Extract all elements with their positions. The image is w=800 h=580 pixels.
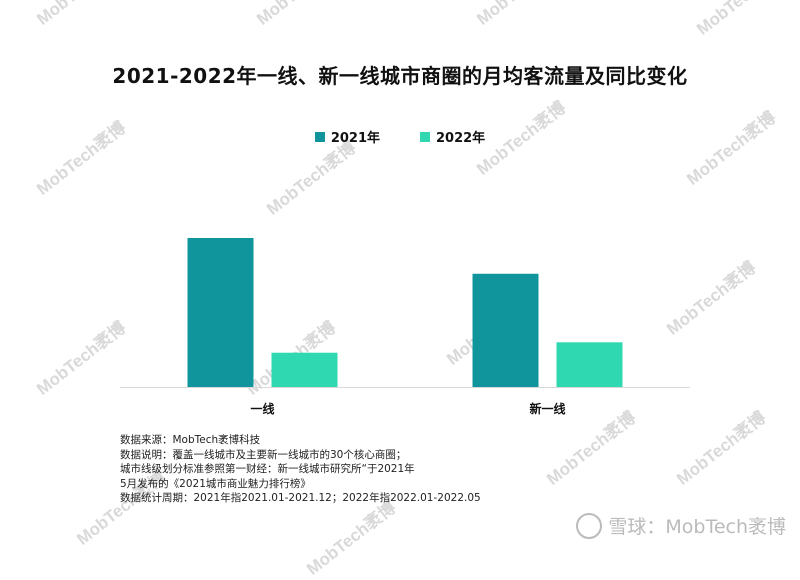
- source-notes: 数据来源：MobTech袤博科技 数据说明：覆盖一线城市及主要新一线城市的30个…: [120, 433, 481, 506]
- note-line: 数据来源：MobTech袤博科技: [120, 434, 261, 446]
- note-line: 数据说明：覆盖一线城市及主要新一线城市的30个核心商圈；: [120, 448, 407, 461]
- bar-1-1: [556, 342, 623, 387]
- legend-item-2022: 2022年: [420, 127, 485, 146]
- chart-title: 2021-2022年一线、新一线城市商圈的月均客流量及同比变化: [112, 64, 688, 88]
- legend-item-2021: 2021年: [314, 127, 380, 146]
- snowball-logo-icon: [576, 512, 603, 539]
- x-tick-label: 新一线: [529, 401, 565, 416]
- bar-0-0: [187, 238, 254, 387]
- legend-label-2022: 2022年: [436, 131, 486, 146]
- legend-swatch-2022: [420, 131, 430, 142]
- note-line: 城市线级划分标准参照第一财经：新一线城市研究所“于2021年: [120, 463, 415, 475]
- footer-brand: 雪球：MobTech袤博: [576, 512, 786, 539]
- bar-0-1: [271, 352, 338, 387]
- note-line: 数据统计周期：2021年指2021.01-2021.12；2022年指2022.…: [120, 492, 481, 504]
- x-tick-label: 一线: [250, 401, 274, 416]
- note-line: 5月发布的《2021城市商业魅力排行榜》: [120, 477, 311, 490]
- footer-brand-text: 雪球：MobTech袤博: [608, 516, 786, 538]
- legend-label-2021: 2021年: [330, 131, 380, 146]
- legend: 2021年 2022年: [0, 127, 800, 146]
- legend-swatch-2021: [314, 131, 325, 142]
- bar-1-0: [472, 273, 539, 387]
- bar-chart: 一线 新一线: [120, 238, 690, 416]
